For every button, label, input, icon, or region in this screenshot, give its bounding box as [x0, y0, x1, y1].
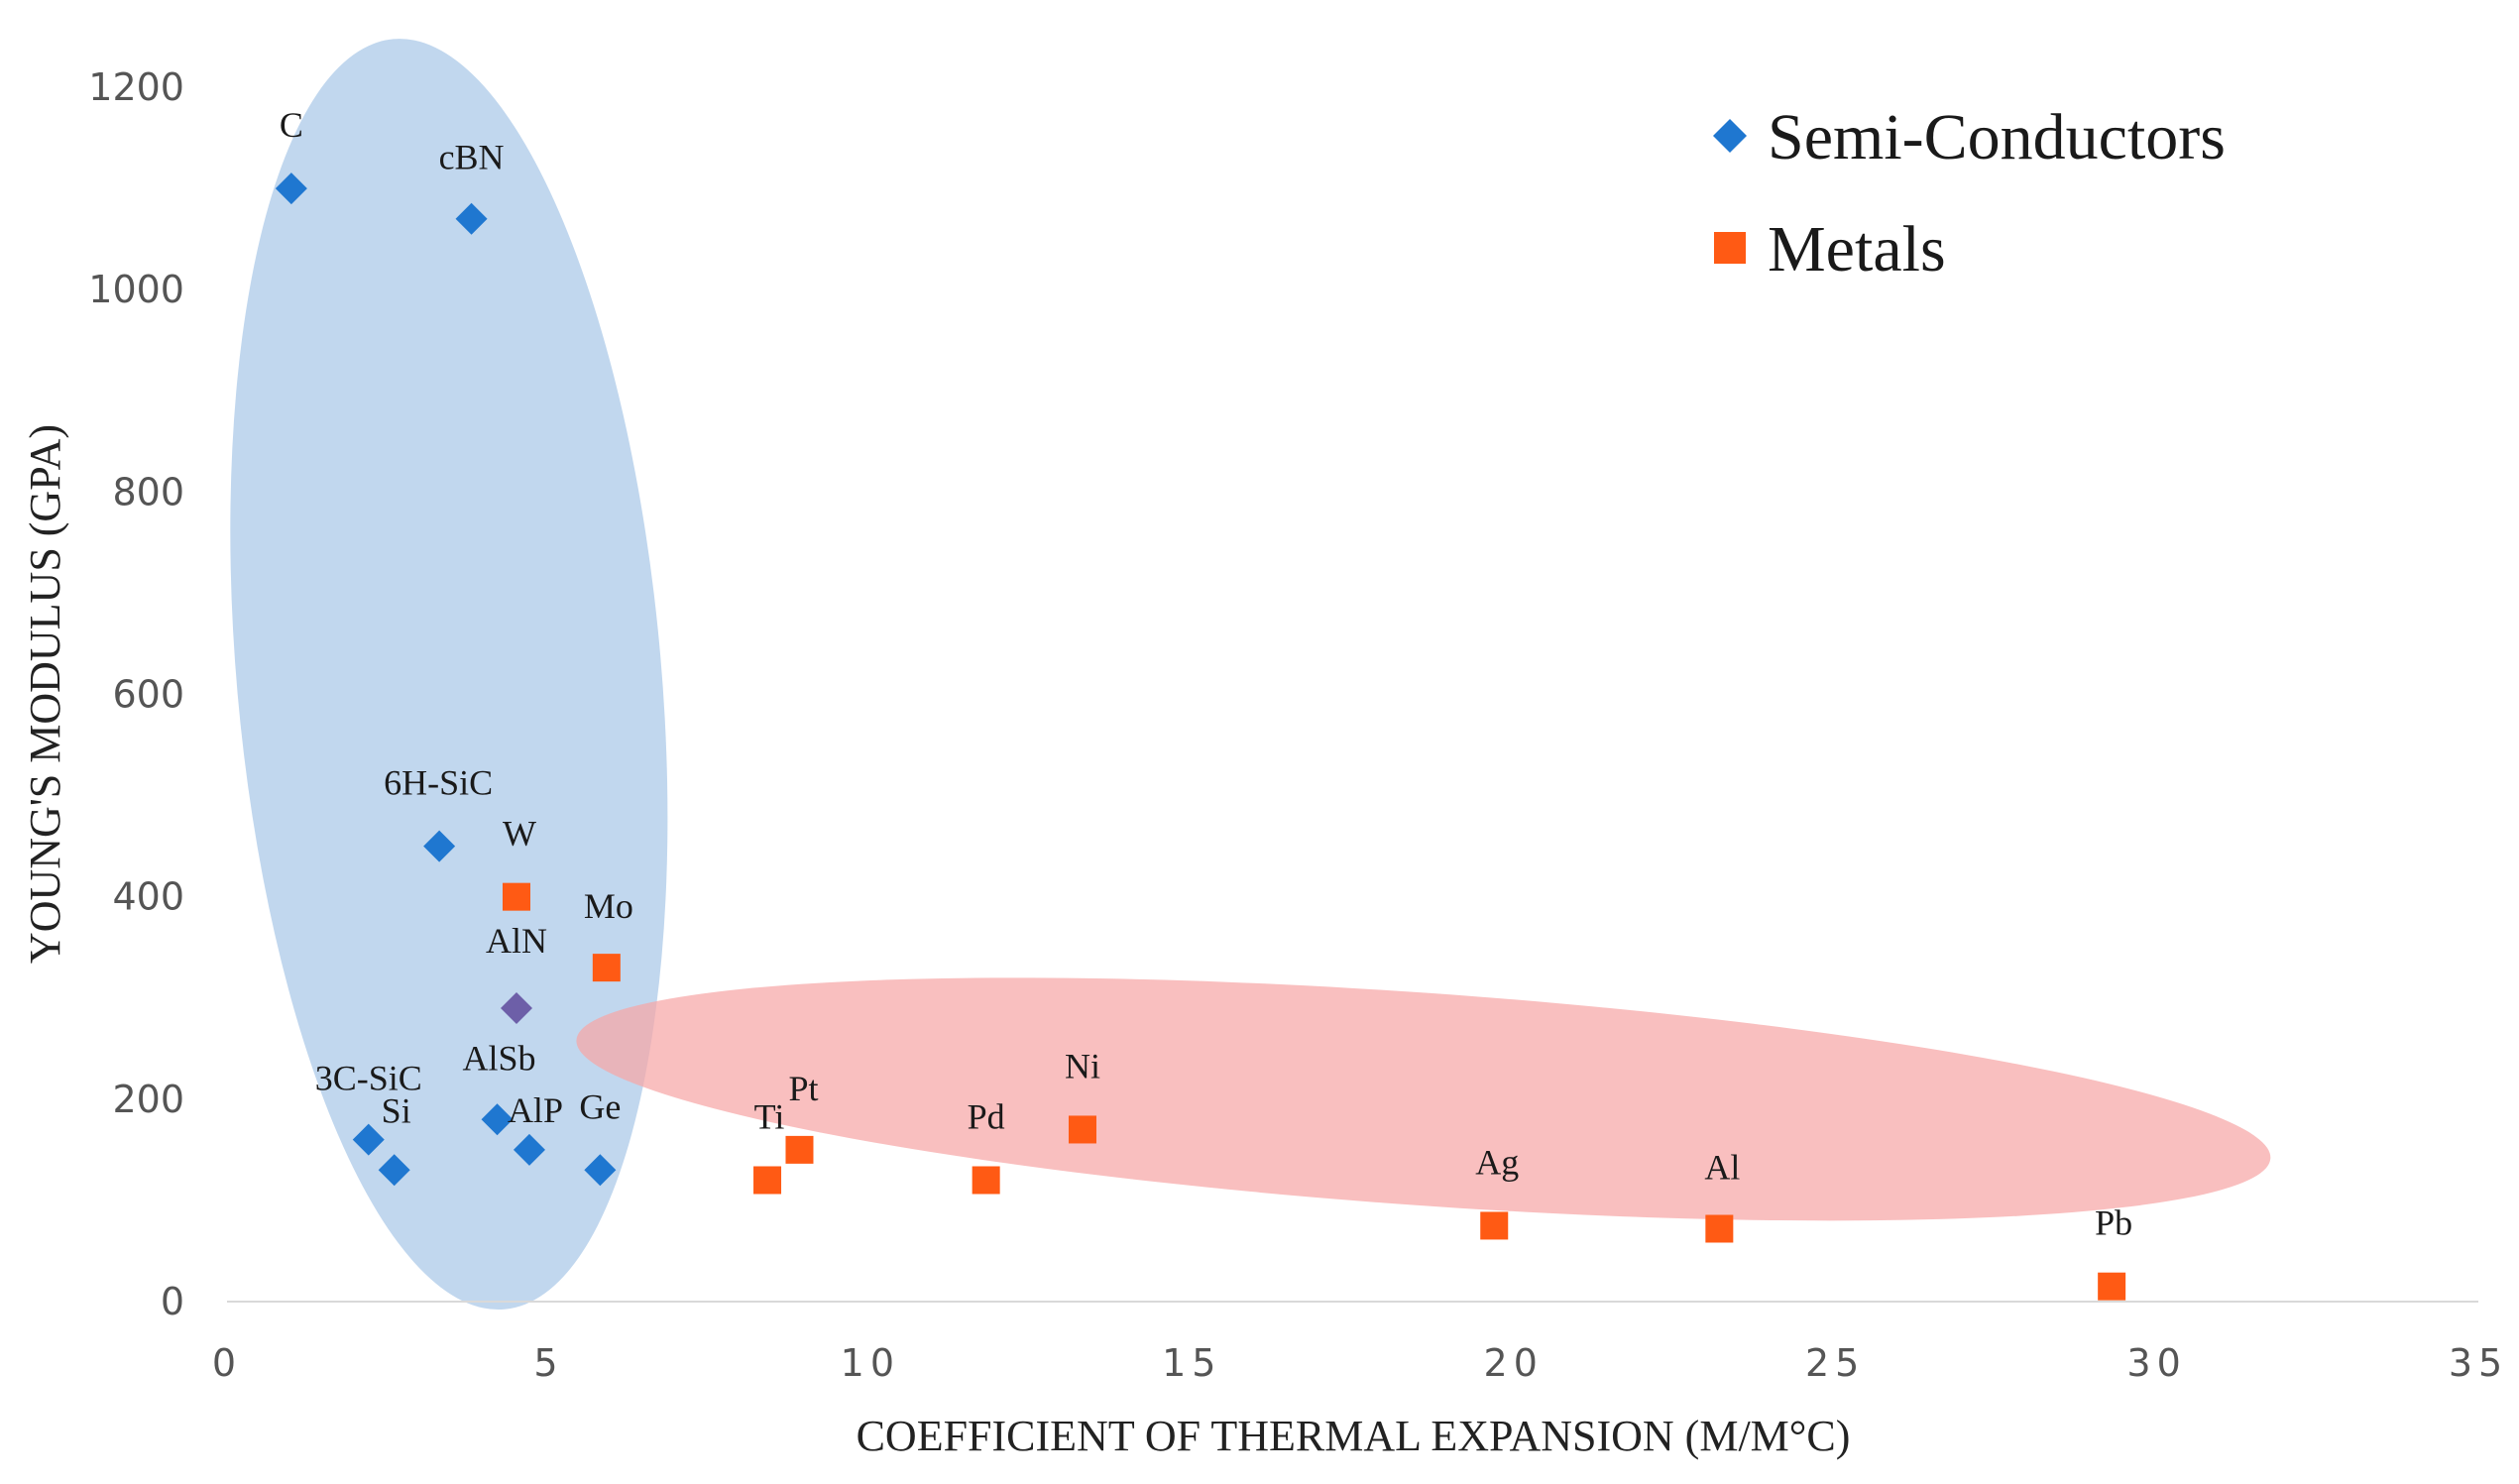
cluster-regions	[230, 39, 2271, 1311]
semiconductor-point	[352, 1123, 385, 1156]
x-tick-label: 10	[841, 1341, 900, 1385]
point-label: Ti	[754, 1097, 785, 1137]
x-tick-label: 15	[1162, 1341, 1221, 1385]
point-label: Si	[382, 1090, 411, 1130]
x-tick-label: 30	[2126, 1341, 2186, 1385]
y-tick-label: 0	[161, 1280, 184, 1323]
point-label: Ag	[1475, 1142, 1519, 1182]
point-label: 3C-SiC	[315, 1059, 422, 1098]
point-label: C	[280, 105, 303, 145]
point-label: W	[503, 814, 536, 854]
point-label: Ni	[1065, 1046, 1100, 1085]
x-tick-label: 0	[212, 1341, 242, 1385]
semi-conductors-region	[230, 39, 668, 1311]
point-label: Mo	[584, 886, 633, 926]
x-tick-label: 35	[2449, 1341, 2508, 1385]
point-label: Pt	[788, 1069, 818, 1108]
tick-labels: 0 5 10 15 20 25 30 35 0 200 400 600 800 1000 1200	[88, 65, 2508, 1385]
point-label: AlP	[508, 1090, 563, 1130]
semiconductor-point	[513, 1133, 545, 1166]
point-label: Pd	[968, 1097, 1005, 1137]
metal-point	[502, 882, 530, 911]
y-tick-label: 800	[112, 470, 184, 514]
y-tick-label: 600	[112, 673, 184, 717]
point-label: Ge	[579, 1086, 621, 1126]
semiconductor-point	[275, 172, 307, 205]
data-points	[275, 172, 2126, 1301]
y-axis-title: YOUNG'S MODULUS (GPA)	[21, 424, 69, 964]
metal-point	[1480, 1211, 1509, 1240]
metal-point	[2098, 1272, 2126, 1301]
legend-label: Semi-Conductors	[1768, 101, 2226, 173]
semiconductor-point	[378, 1154, 410, 1187]
metal-point	[785, 1135, 814, 1164]
legend: Semi-Conductors Metals	[1713, 101, 2226, 285]
metal-point	[753, 1166, 782, 1195]
semiconductor-point	[455, 202, 488, 235]
point-label: Al	[1704, 1148, 1740, 1188]
metals-region	[576, 977, 2271, 1221]
semiconductor-point	[500, 991, 532, 1024]
point-label: 6H-SiC	[384, 763, 493, 803]
metal-point	[1068, 1115, 1096, 1144]
legend-marker-semiconductors	[1713, 119, 1747, 153]
x-tick-label: 25	[1805, 1341, 1865, 1385]
x-axis-title: COEFFICIENT OF THERMAL EXPANSION (M/M°C)	[857, 1412, 1851, 1460]
y-tick-label: 1200	[88, 65, 184, 109]
metal-point	[1705, 1214, 1734, 1243]
x-tick-label: 5	[533, 1341, 563, 1385]
legend-marker-metals	[1714, 232, 1746, 264]
point-label: AlSb	[463, 1038, 536, 1078]
point-label: AlN	[486, 921, 547, 961]
semiconductor-point	[481, 1103, 514, 1136]
x-tick-label: 20	[1484, 1341, 1544, 1385]
semiconductor-point	[423, 830, 456, 862]
metal-point	[972, 1166, 1000, 1195]
metal-point	[592, 954, 621, 982]
y-tick-label: 200	[112, 1078, 184, 1121]
semiconductor-point	[584, 1154, 617, 1187]
point-label: Pb	[2095, 1203, 2132, 1243]
y-tick-label: 400	[112, 875, 184, 919]
legend-label: Metals	[1768, 213, 1946, 285]
y-tick-label: 1000	[88, 268, 184, 311]
point-label: cBN	[439, 138, 505, 177]
